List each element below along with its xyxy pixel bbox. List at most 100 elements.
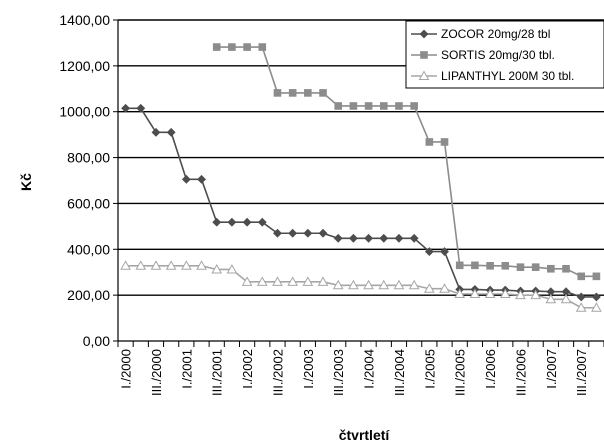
data-point <box>348 233 358 243</box>
legend-marker <box>419 29 429 39</box>
y-tick-label: 0,00 <box>83 333 110 349</box>
data-point <box>304 89 312 97</box>
x-tick-label: I./2005 <box>422 349 437 389</box>
data-point <box>379 102 388 110</box>
data-point <box>120 260 131 270</box>
data-point <box>409 233 419 243</box>
data-point <box>364 102 373 110</box>
data-point <box>439 283 450 293</box>
data-point <box>592 272 601 281</box>
data-point <box>395 102 403 110</box>
series-square <box>212 43 601 281</box>
data-point <box>424 247 434 257</box>
legend-marker <box>418 70 430 80</box>
data-point <box>166 127 176 137</box>
data-point <box>272 276 283 286</box>
data-point <box>486 261 494 270</box>
data-point <box>531 263 540 271</box>
data-point <box>575 302 587 312</box>
data-point <box>348 279 359 290</box>
data-point <box>454 288 466 298</box>
data-point <box>212 43 221 51</box>
y-tick-label: 800,00 <box>67 150 110 166</box>
data-point <box>499 288 511 298</box>
data-point <box>226 263 238 274</box>
data-point <box>394 233 404 243</box>
data-point <box>258 43 267 51</box>
data-point <box>212 217 222 227</box>
data-point <box>469 288 481 298</box>
data-point <box>273 89 282 97</box>
legend-box <box>405 20 604 89</box>
data-point <box>560 293 572 304</box>
data-point <box>332 279 344 290</box>
data-point <box>302 276 314 286</box>
x-tick-label: III./2007 <box>574 349 589 396</box>
y-axis-ticks: 0,00 200,00 400,00 600,00 800,00 1000,00 1200,… <box>59 12 118 349</box>
data-point <box>151 127 161 137</box>
data-point <box>440 247 449 257</box>
data-point <box>318 228 328 238</box>
data-point <box>136 103 146 113</box>
data-point <box>484 288 496 298</box>
data-point <box>121 103 131 113</box>
y-tick-label: 1200,00 <box>59 58 110 74</box>
data-point <box>440 138 449 146</box>
x-tick-label: III./2002 <box>270 349 285 396</box>
x-tick-label: III./2001 <box>210 349 225 396</box>
data-point <box>287 276 299 286</box>
x-tick-label: I./2000 <box>119 349 134 389</box>
data-point <box>501 261 510 270</box>
data-point <box>455 261 464 270</box>
x-tick-label: III./2004 <box>392 349 407 396</box>
legend-marker <box>420 51 428 59</box>
data-point <box>423 283 435 293</box>
data-point <box>576 292 586 302</box>
series-triangle <box>120 260 602 312</box>
data-point <box>515 289 526 300</box>
data-point <box>165 260 177 270</box>
data-point <box>273 228 282 238</box>
data-point <box>393 279 405 290</box>
data-point <box>317 276 329 286</box>
data-point <box>181 174 191 184</box>
data-point <box>591 292 601 302</box>
data-point <box>243 43 251 51</box>
data-point <box>379 233 389 243</box>
x-axis-ticks: I./2000 III./2000 I./2001 III./2001 I./2002 I… <box>117 341 604 396</box>
series-diamond <box>121 103 601 302</box>
x-tick-label: I./2001 <box>179 349 194 389</box>
legend-label: SORTIS 20mg/30 tbl. <box>441 48 555 62</box>
data-point <box>425 138 434 146</box>
data-point <box>378 279 390 290</box>
data-point <box>530 289 542 300</box>
y-tick-label: 1000,00 <box>59 104 110 120</box>
data-point <box>547 264 555 273</box>
data-point <box>410 102 418 110</box>
x-tick-label: I./2006 <box>483 349 498 389</box>
x-axis-label: čtvrtletí <box>339 427 391 443</box>
data-point <box>242 217 252 227</box>
data-point <box>256 276 268 286</box>
x-tick-label: III./2006 <box>513 349 528 396</box>
series-group <box>120 43 602 312</box>
grid-lines <box>118 19 604 296</box>
series-line <box>125 107 597 298</box>
x-tick-label: I./2003 <box>301 349 316 389</box>
y-tick-label: 1400,00 <box>59 12 110 28</box>
data-point <box>180 260 192 270</box>
data-point <box>333 233 343 243</box>
data-point <box>197 174 206 184</box>
data-point <box>196 260 207 270</box>
series-line <box>125 264 597 309</box>
y-tick-label: 600,00 <box>67 195 110 211</box>
data-point <box>303 228 313 238</box>
data-point <box>577 272 586 281</box>
data-point <box>211 263 223 274</box>
data-point <box>241 276 253 286</box>
x-tick-label: I./2007 <box>544 349 559 389</box>
data-point <box>334 102 343 110</box>
data-point <box>471 261 479 270</box>
legend-label: LIPANTHYL 200M 30 tbl. <box>441 69 574 83</box>
